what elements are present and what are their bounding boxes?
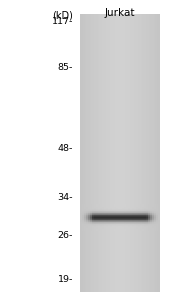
- Text: 85-: 85-: [58, 63, 73, 72]
- Text: 26-: 26-: [58, 231, 73, 240]
- Text: 117-: 117-: [52, 17, 73, 26]
- Text: 48-: 48-: [58, 144, 73, 153]
- Text: 34-: 34-: [57, 193, 73, 202]
- Text: (kD): (kD): [52, 10, 73, 20]
- Text: Jurkat: Jurkat: [105, 8, 135, 18]
- Text: 19-: 19-: [58, 275, 73, 284]
